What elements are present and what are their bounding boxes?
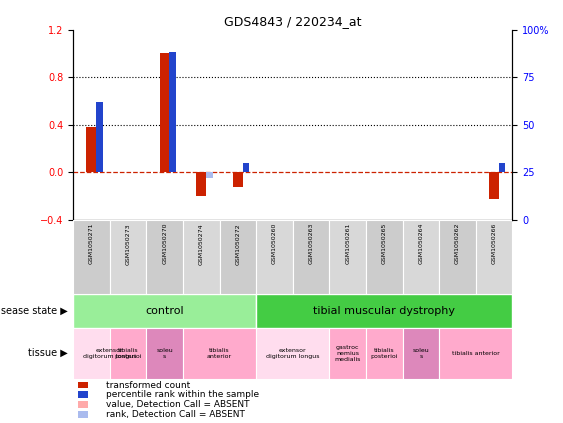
Bar	[78, 391, 88, 398]
Text: gastroc
nemius
medialis: gastroc nemius medialis	[334, 345, 361, 362]
Bar	[183, 328, 256, 379]
Text: soleu
s: soleu s	[413, 348, 429, 359]
Bar	[366, 328, 403, 379]
Bar	[439, 328, 512, 379]
Bar	[78, 401, 88, 408]
Bar	[73, 328, 146, 379]
Text: disease state ▶: disease state ▶	[0, 306, 68, 316]
Bar	[86, 127, 97, 173]
Bar	[196, 173, 207, 196]
Text: GSM1050272: GSM1050272	[235, 223, 240, 264]
Bar	[220, 220, 256, 294]
Bar	[256, 328, 329, 379]
Bar	[476, 220, 512, 294]
Bar	[243, 163, 249, 173]
Text: tissue ▶: tissue ▶	[28, 348, 68, 358]
Bar	[169, 52, 176, 173]
Bar	[439, 220, 476, 294]
Text: rank, Detection Call = ABSENT: rank, Detection Call = ABSENT	[106, 410, 245, 419]
Text: GSM1050263: GSM1050263	[309, 223, 314, 264]
Bar	[73, 220, 110, 294]
Bar	[78, 382, 88, 388]
Text: extensor
digitorum longus: extensor digitorum longus	[83, 348, 137, 359]
Bar	[78, 411, 88, 418]
Text: GSM1050271: GSM1050271	[89, 223, 94, 264]
Bar	[366, 220, 403, 294]
Bar	[499, 163, 506, 173]
Bar	[293, 220, 329, 294]
Text: GSM1050270: GSM1050270	[162, 223, 167, 264]
Text: GSM1050264: GSM1050264	[418, 223, 423, 264]
Text: tibialis
anterior: tibialis anterior	[207, 348, 232, 359]
Text: GSM1050260: GSM1050260	[272, 223, 277, 264]
Bar	[233, 173, 243, 187]
Title: GDS4843 / 220234_at: GDS4843 / 220234_at	[224, 16, 361, 28]
Bar	[403, 220, 439, 294]
Bar	[110, 220, 146, 294]
Bar	[206, 173, 213, 178]
Text: control: control	[145, 306, 184, 316]
Text: percentile rank within the sample: percentile rank within the sample	[106, 390, 259, 399]
Text: tibialis anterior: tibialis anterior	[452, 351, 499, 356]
Text: soleu
s: soleu s	[157, 348, 173, 359]
Text: GSM1050266: GSM1050266	[491, 223, 497, 264]
Text: GSM1050261: GSM1050261	[345, 223, 350, 264]
Bar	[73, 294, 256, 328]
Text: tibial muscular dystrophy: tibial muscular dystrophy	[313, 306, 455, 316]
Bar	[256, 294, 512, 328]
Text: GSM1050273: GSM1050273	[126, 223, 131, 264]
Bar	[110, 328, 146, 379]
Text: transformed count: transformed count	[106, 381, 190, 390]
Bar	[403, 328, 439, 379]
Bar	[256, 220, 293, 294]
Bar	[329, 328, 366, 379]
Bar	[96, 102, 103, 173]
Bar	[183, 220, 220, 294]
Text: value, Detection Call = ABSENT: value, Detection Call = ABSENT	[106, 400, 249, 409]
Text: extensor
digitorum longus: extensor digitorum longus	[266, 348, 320, 359]
Text: tibialis
posterioi: tibialis posterioi	[114, 348, 142, 359]
Text: GSM1050265: GSM1050265	[382, 223, 387, 264]
Bar	[159, 53, 170, 173]
Text: GSM1050274: GSM1050274	[199, 223, 204, 264]
Text: GSM1050262: GSM1050262	[455, 223, 460, 264]
Bar	[146, 328, 183, 379]
Text: tibialis
posterioi: tibialis posterioi	[370, 348, 398, 359]
Bar	[329, 220, 366, 294]
Bar	[489, 173, 499, 198]
Bar	[146, 220, 183, 294]
